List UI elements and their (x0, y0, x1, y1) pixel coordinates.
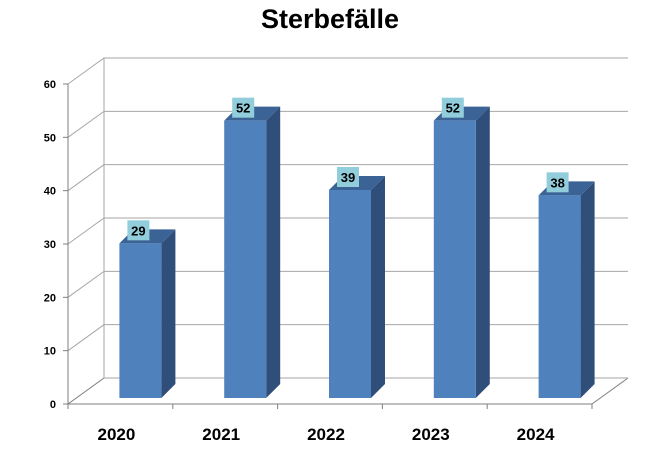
bar-2020 (119, 243, 162, 398)
gridline (67, 110, 628, 138)
y-tick-label: 40 (44, 186, 56, 198)
bar-2023 (433, 120, 476, 399)
bar-2021 (224, 120, 267, 399)
data-label-bg-2020 (127, 220, 150, 241)
gridline (67, 57, 628, 85)
axis-layer: 0 10 20 30 40 50 60 2020 2021 2022 2023 2024 (44, 79, 593, 444)
floor-right-edge (591, 377, 629, 405)
data-label-bg-2024 (546, 172, 569, 193)
x-tick-label: 2024 (517, 425, 555, 444)
data-label-bg-2021 (232, 97, 255, 118)
bar-side-2023 (475, 106, 490, 399)
data-label-2021: 52 (236, 101, 250, 116)
y-tick-label: 10 (44, 346, 56, 358)
bar-layer (119, 106, 595, 399)
y-tick-label: 50 (44, 132, 56, 144)
bar-side-2020 (161, 229, 176, 398)
x-tick-label: 2022 (307, 425, 345, 444)
bar-side-2024 (580, 181, 595, 398)
data-label-bg-2023 (441, 97, 464, 118)
data-label-bg-2022 (337, 167, 359, 187)
x-tick-label: 2023 (412, 425, 450, 444)
x-tick-label: 2020 (97, 425, 135, 444)
bar-2024 (538, 195, 581, 398)
label-layer: 29 52 39 52 38 (127, 97, 569, 241)
y-tick-label: 60 (44, 79, 56, 91)
data-label-2023: 52 (446, 101, 460, 116)
y-tick-label: 20 (44, 292, 56, 304)
bar-side-2021 (266, 106, 281, 399)
y-tick-label: 30 (44, 239, 56, 251)
data-label-2024: 38 (550, 175, 564, 190)
y-tick-label: 0 (50, 399, 56, 411)
bar-2022 (329, 190, 371, 398)
bar-side-2022 (371, 176, 385, 398)
floor-left-edge (67, 377, 105, 405)
x-tick-label: 2021 (202, 425, 240, 444)
data-label-2022: 39 (341, 170, 355, 185)
chart-title: Sterbefälle (260, 4, 400, 34)
data-label-2020: 29 (131, 223, 145, 238)
